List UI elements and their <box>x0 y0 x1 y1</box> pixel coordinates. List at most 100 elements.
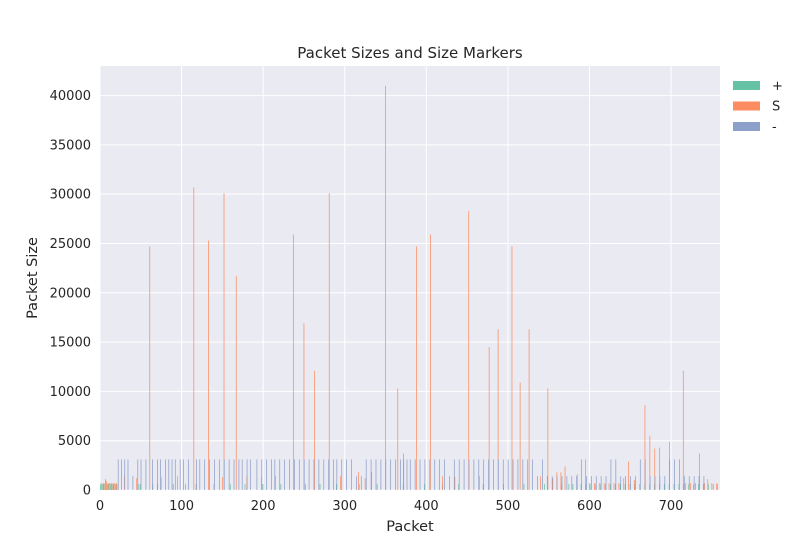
bar-plus <box>335 484 337 490</box>
bar-s <box>699 453 700 490</box>
bar-minus <box>424 459 426 490</box>
bar-plus <box>712 484 714 490</box>
bar-s <box>685 483 687 490</box>
bar-plus <box>109 484 111 490</box>
bar-s <box>221 477 223 490</box>
bar-minus <box>576 476 578 490</box>
bar-minus <box>488 459 489 490</box>
bar-minus <box>266 459 268 490</box>
bar-minus <box>187 459 189 490</box>
bar-minus <box>341 459 343 490</box>
bar-s <box>442 476 444 490</box>
bar-s <box>716 483 718 490</box>
bar-s <box>385 85 386 490</box>
bar-minus <box>152 459 153 490</box>
bar-minus <box>600 476 602 490</box>
bar-s <box>430 234 431 490</box>
bar-plus <box>111 484 113 490</box>
bar-s <box>644 405 646 490</box>
bar-s <box>416 246 417 490</box>
y-tick-label: 40000 <box>50 89 91 104</box>
bar-minus <box>463 459 465 490</box>
bar-plus <box>688 484 690 490</box>
bar-s <box>528 329 530 490</box>
bar-s <box>623 478 625 490</box>
bar-minus <box>137 459 139 490</box>
bar-minus <box>414 459 416 490</box>
bar-minus <box>468 459 470 490</box>
bar-s <box>564 466 566 490</box>
bar-s <box>340 476 342 490</box>
bar-minus <box>507 459 509 490</box>
x-tick-label: 400 <box>414 499 439 514</box>
bar-minus <box>649 476 651 490</box>
bar-minus <box>483 459 485 490</box>
bar-minus <box>620 476 622 490</box>
bar-minus <box>400 459 401 490</box>
bar-minus <box>595 476 597 490</box>
bar-minus <box>703 476 705 490</box>
bar-plus <box>568 484 570 490</box>
bar-s <box>690 483 692 490</box>
bar-plus <box>195 484 197 490</box>
bar-s <box>598 483 600 490</box>
bar-minus <box>289 459 290 490</box>
bar-minus <box>581 459 582 490</box>
x-tick-labels: 0 100 200 300 400 500 600 700 <box>96 499 684 514</box>
bar-plus <box>304 484 306 490</box>
bar-s <box>160 477 162 490</box>
bar-s <box>488 347 490 490</box>
bar-minus <box>449 476 450 490</box>
bar-plus <box>138 484 140 490</box>
x-tick-label: 0 <box>96 499 104 514</box>
bar-minus <box>561 476 563 490</box>
legend-label: + <box>772 79 783 94</box>
bar-plus <box>595 484 597 490</box>
bar-s <box>101 483 103 490</box>
bar-minus <box>630 476 631 490</box>
bar-plus <box>213 484 215 490</box>
chart-title: Packet Sizes and Size Markers <box>297 44 523 62</box>
bar-s <box>208 240 209 490</box>
bar-plus <box>319 484 321 490</box>
bar-minus <box>140 459 142 490</box>
bar-s <box>628 461 630 490</box>
bar-minus <box>537 476 538 490</box>
bar-minus <box>453 459 455 490</box>
bar-s <box>478 476 480 490</box>
bar-plus <box>585 484 587 490</box>
bar-minus <box>586 476 587 490</box>
bar-plus <box>108 484 110 490</box>
bar-s <box>585 459 586 490</box>
bar-s <box>468 210 470 490</box>
bar-minus <box>323 459 325 490</box>
bar-plus <box>244 484 246 490</box>
bar-s <box>235 276 237 490</box>
y-tick-label: 5000 <box>58 434 91 449</box>
bar-minus <box>313 459 315 490</box>
bar-minus <box>179 459 181 490</box>
bar-minus <box>318 459 320 490</box>
bar-plus <box>101 484 103 490</box>
bar-minus <box>124 459 126 490</box>
x-tick-label: 300 <box>332 499 357 514</box>
bar-s <box>109 483 111 490</box>
bar-minus <box>274 459 276 490</box>
bar-plus <box>376 484 378 490</box>
bar-plus <box>663 484 665 490</box>
bar-s <box>540 476 541 490</box>
bar-plus <box>629 484 631 490</box>
bar-minus <box>380 459 382 490</box>
bar-minus <box>117 459 119 490</box>
bar-s <box>682 370 684 490</box>
bar-plus <box>100 484 101 490</box>
bar-minus <box>351 459 352 490</box>
bar-plus <box>580 484 582 490</box>
bar-s <box>695 483 696 490</box>
bar-minus <box>308 459 310 490</box>
y-tick-label: 15000 <box>50 336 91 351</box>
bar-s <box>102 483 104 490</box>
bar-minus <box>635 476 636 490</box>
bar-minus <box>156 459 158 490</box>
